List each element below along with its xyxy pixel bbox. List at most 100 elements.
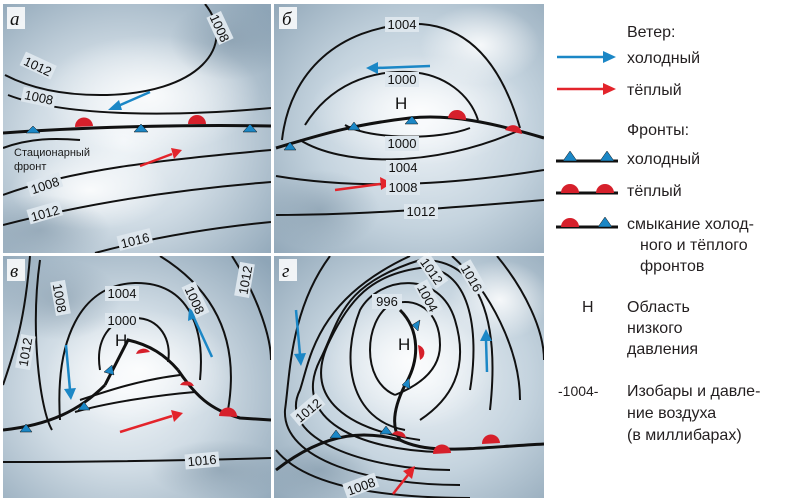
isobar (94, 221, 271, 253)
stationary-front-label: Стационарный (14, 147, 90, 159)
isobar-label: 1004 (389, 160, 418, 175)
isobar (3, 137, 81, 149)
cold-front-triangle (103, 364, 115, 376)
isobar-label: 1000 (108, 313, 137, 328)
legend-isobar-symbol: -1004- (558, 383, 599, 399)
cold-front-triangle (401, 377, 411, 390)
cold-front-triangle (19, 423, 33, 433)
isobar-label: 1004 (108, 286, 137, 301)
panel-b-isobar-labels: 1004 1000 1000 1004 1008 1012 Н (385, 17, 438, 219)
legend-low-symbol: Н (582, 299, 594, 316)
legend-wind-warm: тёплый (627, 82, 682, 99)
warm-wind-arrow (139, 148, 182, 168)
isobar (3, 256, 31, 386)
cold-wind-arrow (188, 308, 214, 358)
isobar (283, 256, 461, 486)
panel-b: 1004 1000 1000 1004 1008 1012 Н б (274, 4, 544, 253)
warm-front-line (176, 369, 271, 422)
cold-front-triangle (379, 425, 393, 435)
warm-wind-arrow (392, 466, 415, 495)
occluded-front-line (103, 338, 180, 386)
cold-wind-arrow (64, 344, 76, 400)
isobar-label: 1012 (407, 204, 436, 219)
isobar (275, 449, 471, 498)
panel-letter: б (282, 9, 293, 30)
isobar-label: 1008 (50, 283, 70, 314)
warm-front-semicircle (219, 407, 238, 417)
isobar (294, 256, 451, 471)
warm-front-semicircle (505, 125, 522, 134)
warm-wind-arrow (119, 410, 183, 434)
isobar (3, 457, 271, 463)
low-pressure-marker: Н (115, 331, 127, 350)
isobar-label: 1000 (388, 136, 417, 151)
panel-letter: а (10, 9, 20, 30)
warm-front-semicircle (136, 348, 150, 354)
legend: Ветер: холодный тёплый Фронты: холодный … (556, 24, 765, 444)
legend-warm-wind-icon (557, 83, 616, 95)
isobar (320, 266, 475, 441)
cold-front-line (275, 433, 401, 472)
legend-isobar-text: Изобары и давле- ние воздуха (в миллибар… (627, 383, 765, 444)
isobar-label: 1000 (388, 72, 417, 87)
warm-front-semicircle (74, 117, 93, 127)
legend-cold-wind-icon (557, 51, 616, 63)
legend-cold-front-icon (556, 150, 618, 163)
warm-front-semicircle (180, 381, 194, 386)
cold-front-triangle (411, 319, 421, 332)
warm-front-semicircle (418, 345, 425, 360)
cold-front-triangle (77, 401, 91, 411)
isobar (312, 258, 494, 453)
isobar-label: 1012 (236, 265, 256, 296)
cold-front-triangle (25, 125, 41, 134)
cold-front-triangle (404, 115, 419, 125)
warm-front-semicircle (481, 434, 500, 444)
panel-c-isobar-labels: 1008 1004 1000 1008 1012 1012 1016 Н (15, 261, 256, 470)
panel-letter: в (10, 261, 18, 282)
legend-fronts-title: Фронты: (627, 122, 689, 139)
isobar (349, 282, 462, 431)
legend-wind-title: Ветер: (627, 24, 675, 41)
panel-letter: г (282, 261, 289, 282)
cold-wind-arrow (480, 329, 492, 373)
cold-wind-arrow (108, 90, 151, 110)
panel-a: 1008 1012 1008 1008 1012 1016 Стационарн… (3, 4, 271, 253)
legend-occluded-front-icon (556, 216, 618, 229)
cold-wind-arrow (366, 62, 431, 74)
legend-front-cold: холодный (627, 151, 700, 168)
isobar (496, 256, 544, 361)
isobar-label: 1012 (16, 337, 36, 368)
isobar (159, 256, 232, 411)
cold-front-triangle (242, 123, 258, 133)
legend-low-text: Область низкого давления (627, 299, 698, 358)
isobar (304, 70, 479, 126)
low-pressure-marker: Н (395, 94, 407, 113)
legend-wind-cold: холодный (627, 50, 700, 67)
warm-front-semicircle (432, 444, 451, 454)
panel-grid (1, 2, 546, 500)
cold-front-triangle (329, 429, 343, 439)
isobar-label: 1008 (389, 180, 418, 195)
panel-a-clouds (3, 4, 271, 253)
isobar (299, 129, 521, 161)
cold-front-triangle (133, 123, 149, 133)
legend-front-occluded: смыкание холод- ного и тёплого фронтов (627, 216, 758, 275)
isobar (58, 281, 202, 421)
warm-front-line (399, 438, 544, 451)
cold-front-triangle (283, 141, 297, 151)
isobar-label: 996 (376, 294, 398, 309)
cold-wind-arrow (294, 309, 306, 366)
isobar-label: 1008 (23, 87, 54, 108)
isobar-label: 1016 (119, 230, 151, 252)
isobar (369, 300, 442, 396)
warm-front-semicircle (392, 431, 406, 438)
warm-front-semicircle (448, 109, 467, 120)
isobar-label: 1016 (187, 452, 217, 469)
legend-warm-front-icon (556, 184, 618, 195)
panel-d: 996 1012 1016 1004 1012 1008 Н г (274, 252, 544, 498)
panel-c: 1008 1004 1000 1008 1012 1012 1016 Н в (3, 256, 271, 498)
panel-b-clouds (274, 5, 544, 250)
legend-front-warm: тёплый (627, 183, 682, 200)
cold-front-line (3, 383, 107, 432)
